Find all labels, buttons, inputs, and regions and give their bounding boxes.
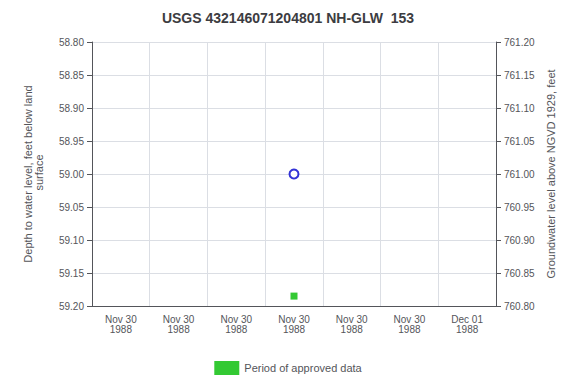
- svg-text:1988: 1988: [341, 324, 364, 335]
- svg-text:Nov 30: Nov 30: [335, 313, 368, 325]
- svg-text:59.00: 59.00: [59, 169, 84, 180]
- svg-text:59.10: 59.10: [59, 235, 84, 246]
- svg-text:58.95: 58.95: [59, 136, 84, 147]
- svg-text:761.15: 761.15: [504, 70, 535, 81]
- svg-text:Nov 30: Nov 30: [162, 313, 195, 325]
- svg-text:1988: 1988: [283, 324, 306, 335]
- svg-text:1988: 1988: [167, 324, 190, 335]
- svg-text:760.90: 760.90: [504, 235, 535, 246]
- svg-text:59.20: 59.20: [59, 301, 84, 312]
- svg-text:58.90: 58.90: [59, 103, 84, 114]
- svg-text:Nov 30: Nov 30: [220, 313, 253, 325]
- svg-text:761.05: 761.05: [504, 136, 535, 147]
- svg-text:760.80: 760.80: [504, 301, 535, 312]
- svg-text:761.00: 761.00: [504, 169, 535, 180]
- svg-text:surface: surface: [33, 154, 45, 193]
- svg-text:58.85: 58.85: [59, 70, 84, 81]
- svg-text:Nov 30: Nov 30: [393, 313, 426, 325]
- svg-text:1988: 1988: [398, 324, 421, 335]
- svg-text:Nov 30: Nov 30: [105, 313, 137, 325]
- svg-text:58.80: 58.80: [59, 37, 84, 48]
- svg-text:760.85: 760.85: [504, 268, 535, 279]
- svg-text:USGS 432146071204801 NH-GLW 1: USGS 432146071204801 NH-GLW 153: [162, 10, 414, 26]
- svg-text:Depth to water level, feet bel: Depth to water level, feet below land: [21, 85, 34, 263]
- svg-text:1988: 1988: [456, 324, 479, 335]
- svg-text:59.15: 59.15: [59, 268, 84, 279]
- svg-text:760.95: 760.95: [504, 202, 535, 213]
- svg-text:1988: 1988: [225, 324, 248, 335]
- svg-text:Dec 01: Dec 01: [451, 313, 483, 325]
- svg-text:1988: 1988: [110, 324, 133, 335]
- svg-text:Nov 30: Nov 30: [278, 313, 310, 325]
- svg-text:Period of approved data: Period of approved data: [244, 362, 362, 374]
- svg-text:Groundwater level above NGVD 1: Groundwater level above NGVD 1929, feet: [545, 69, 557, 278]
- svg-text:761.20: 761.20: [504, 37, 535, 48]
- svg-text:761.10: 761.10: [504, 103, 535, 114]
- svg-text:59.05: 59.05: [59, 202, 84, 213]
